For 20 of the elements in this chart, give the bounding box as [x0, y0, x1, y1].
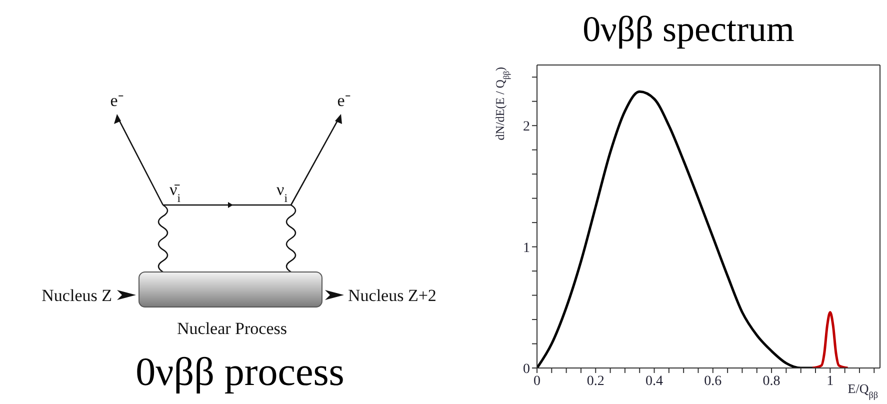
text: e⁻ — [337, 91, 351, 110]
text: Nucleus Z+2 — [348, 286, 436, 305]
x-tick-label: 0 — [534, 374, 540, 389]
x-tick-label: 0.6 — [704, 374, 722, 389]
x-tick-label: 1 — [826, 374, 834, 389]
text: 0νββ process — [134, 348, 346, 396]
x-tick-label: 0.2 — [586, 374, 604, 389]
text: ν$_{i}$ — [276, 180, 288, 205]
line-series — [811, 311, 849, 368]
x-tick-label: 0.8 — [762, 374, 780, 389]
x-tick-label: 0.4 — [646, 374, 664, 389]
x-axis-title: E/Q$_{ββ}$ — [848, 381, 878, 400]
y-tick-label: 0 — [523, 362, 530, 377]
y-tick-label: 1 — [523, 240, 530, 256]
text: Nucleus Z — [42, 286, 112, 305]
chart-title: 0νββ spectrum — [582, 8, 796, 50]
text: Nuclear Process — [177, 319, 287, 338]
y-tick-label: 2 — [523, 120, 530, 135]
text: e⁻ — [110, 91, 124, 110]
text: ν̄$_{i}$ — [170, 180, 182, 205]
